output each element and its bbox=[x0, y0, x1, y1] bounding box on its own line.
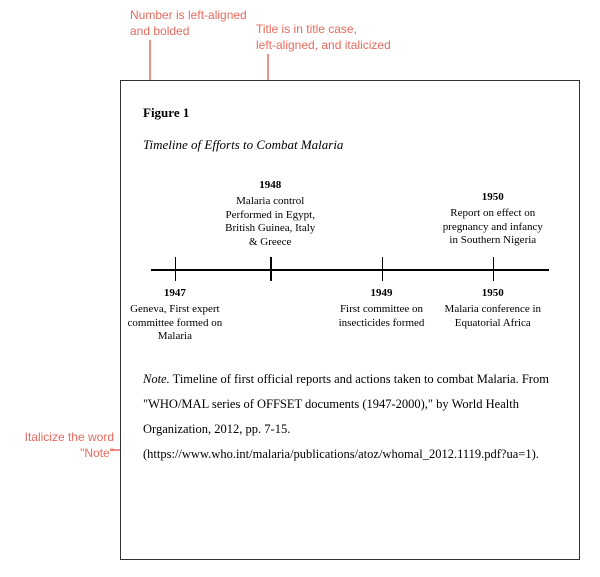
figure-number: Figure 1 bbox=[143, 105, 557, 121]
timeline-tick bbox=[493, 257, 495, 281]
event-year: 1950 bbox=[428, 191, 558, 205]
note-word: Note. bbox=[143, 372, 170, 386]
event-text: Malaria controlPerformed in Egypt,Britis… bbox=[225, 195, 315, 248]
timeline-event-bottom: 1950 Malaria conference inEquatorial Afr… bbox=[433, 287, 553, 330]
event-year: 1950 bbox=[433, 287, 553, 301]
event-text: First committee oninsecticides formed bbox=[339, 303, 425, 329]
timeline: 1948 Malaria controlPerformed in Egypt,B… bbox=[143, 179, 557, 359]
event-year: 1948 bbox=[205, 179, 335, 193]
timeline-axis bbox=[151, 269, 549, 271]
figure-note: Note. Timeline of first official reports… bbox=[143, 367, 557, 467]
timeline-tick bbox=[175, 257, 177, 281]
timeline-event-bottom: 1949 First committee oninsecticides form… bbox=[322, 287, 442, 330]
timeline-event-bottom: 1947 Geneva, First expertcommittee forme… bbox=[115, 287, 235, 344]
timeline-tick bbox=[382, 257, 384, 281]
event-year: 1949 bbox=[322, 287, 442, 301]
event-text: Malaria conference inEquatorial Africa bbox=[445, 303, 542, 329]
timeline-event-top: 1950 Report on effect onpregnancy and in… bbox=[428, 191, 558, 248]
note-text: Timeline of first official reports and a… bbox=[143, 372, 549, 461]
timeline-event-top: 1948 Malaria controlPerformed in Egypt,B… bbox=[205, 179, 335, 250]
event-year: 1947 bbox=[115, 287, 235, 301]
event-text: Report on effect onpregnancy and infancy… bbox=[443, 207, 543, 247]
figure-title: Timeline of Efforts to Combat Malaria bbox=[143, 137, 557, 153]
timeline-tick bbox=[270, 257, 272, 281]
event-text: Geneva, First expertcommittee formed onM… bbox=[128, 303, 223, 343]
figure-box: Figure 1 Timeline of Efforts to Combat M… bbox=[120, 80, 580, 560]
